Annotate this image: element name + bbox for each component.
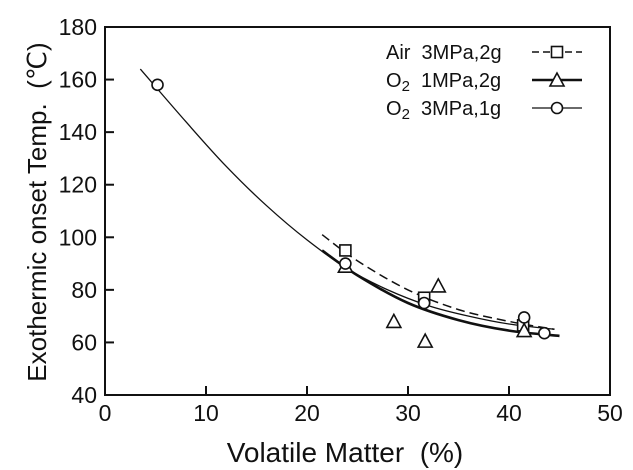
data-point-circle <box>517 311 531 324</box>
data-point-circle <box>538 326 551 340</box>
y-tick-label: 120 <box>59 172 97 198</box>
y-axis-label: Exothermic onset Temp. (℃) <box>22 42 52 381</box>
data-point-circle <box>151 78 164 92</box>
y-tick-label: 80 <box>71 277 97 303</box>
x-tick-label: 30 <box>395 400 421 426</box>
data-point-triangle <box>429 277 447 293</box>
data-point-triangle <box>385 312 403 329</box>
legend: Air 3MPa,2g O2 1MPa,2g O2 3MPa,1g <box>386 42 582 123</box>
plot-frame <box>104 26 611 396</box>
x-tick-label: 20 <box>294 400 320 426</box>
legend-label: O2 1MPa,2g <box>386 70 501 95</box>
legend-label: Air 3MPa,2g <box>386 42 502 64</box>
legend-marker-triangle <box>548 71 566 87</box>
y-tick-label: 160 <box>59 67 97 93</box>
data-point-circle <box>339 257 352 270</box>
data-point-triangle <box>416 332 434 348</box>
legend-marker-square <box>550 45 564 59</box>
x-axis-label: Volatile Matter (%) <box>227 437 464 468</box>
y-tick-label: 40 <box>71 382 97 408</box>
y-tick-label: 180 <box>59 14 97 40</box>
legend-label: O2 3MPa,1g <box>386 98 501 123</box>
x-tick-label: 50 <box>597 400 623 426</box>
y-tick-label: 60 <box>71 329 97 355</box>
x-tick-label: 0 <box>99 400 112 426</box>
fit-curve-square <box>321 234 555 331</box>
data-point-circle <box>417 296 431 310</box>
legend-marker-circle <box>550 101 564 115</box>
x-tick-label: 40 <box>496 400 522 426</box>
data-point-square <box>339 244 352 257</box>
data-point-triangle <box>515 321 533 338</box>
y-tick-label: 140 <box>59 119 97 145</box>
x-tick-label: 10 <box>193 400 219 426</box>
y-tick-label: 100 <box>59 224 97 250</box>
